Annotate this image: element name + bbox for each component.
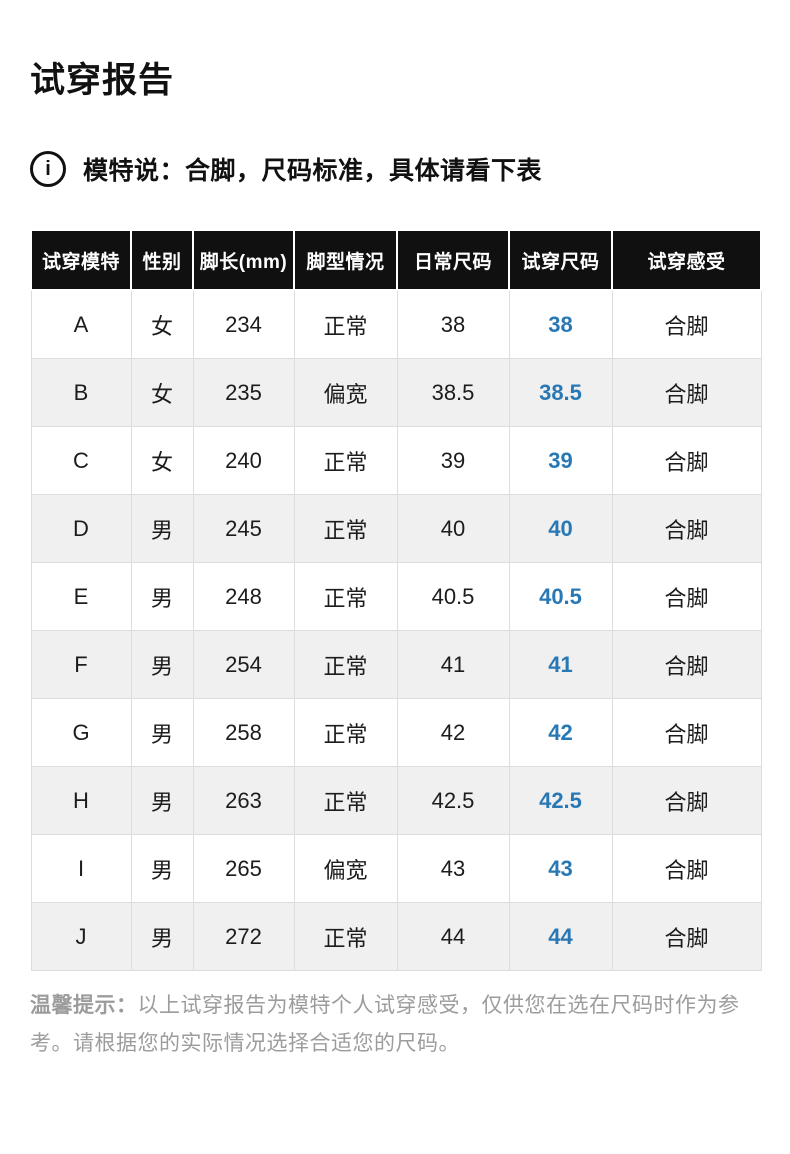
table-row: B 女 235 偏宽 38.5 38.5 合脚 — [30, 358, 762, 427]
cell-tried-size: 39 — [508, 426, 613, 495]
cell-foot-type: 正常 — [293, 630, 398, 699]
table-row: I 男 265 偏宽 43 43 合脚 — [30, 834, 762, 903]
fitting-report-table: 试穿模特 性别 脚长(mm) 脚型情况 日常尺码 试穿尺码 试穿感受 A 女 234 正常 38 38… — [30, 229, 762, 971]
cell-gender: 男 — [130, 630, 194, 699]
cell-foot-type: 正常 — [293, 426, 398, 495]
table-row: J 男 272 正常 44 44 合脚 — [30, 902, 762, 971]
cell-foot-type: 正常 — [293, 289, 398, 359]
cell-foot-length: 235 — [192, 358, 295, 427]
cell-foot-type: 偏宽 — [293, 834, 398, 903]
cell-daily-size: 42.5 — [396, 766, 510, 835]
cell-foot-type: 偏宽 — [293, 358, 398, 427]
model-notice: i 模特说：合脚，尺码标准，具体请看下表 — [30, 151, 760, 187]
cell-model: H — [30, 766, 132, 835]
cell-daily-size: 39 — [396, 426, 510, 495]
fitting-report-section: 试穿报告 i 模特说：合脚，尺码标准，具体请看下表 试穿模特 性别 脚长(mm) 脚型… — [0, 52, 790, 1063]
cell-tried-size: 40 — [508, 494, 613, 563]
cell-foot-type: 正常 — [293, 494, 398, 563]
cell-gender: 男 — [130, 698, 194, 767]
cell-model: B — [30, 358, 132, 427]
cell-model: A — [30, 289, 132, 359]
column-header: 试穿模特 — [30, 229, 132, 291]
column-header: 日常尺码 — [396, 229, 510, 291]
cell-feel: 合脚 — [611, 358, 762, 427]
cell-foot-length: 245 — [192, 494, 295, 563]
cell-feel: 合脚 — [611, 426, 762, 495]
cell-daily-size: 38.5 — [396, 358, 510, 427]
cell-gender: 女 — [130, 426, 194, 495]
cell-daily-size: 41 — [396, 630, 510, 699]
cell-model: G — [30, 698, 132, 767]
cell-feel: 合脚 — [611, 902, 762, 971]
cell-foot-length: 265 — [192, 834, 295, 903]
table-row: F 男 254 正常 41 41 合脚 — [30, 630, 762, 699]
column-header: 试穿感受 — [611, 229, 762, 291]
cell-model: J — [30, 902, 132, 971]
info-circle-icon: i — [30, 151, 66, 187]
cell-feel: 合脚 — [611, 698, 762, 767]
cell-foot-length: 240 — [192, 426, 295, 495]
cell-daily-size: 40 — [396, 494, 510, 563]
cell-tried-size: 43 — [508, 834, 613, 903]
cell-gender: 女 — [130, 358, 194, 427]
cell-foot-type: 正常 — [293, 766, 398, 835]
cell-tried-size: 38.5 — [508, 358, 613, 427]
cell-daily-size: 42 — [396, 698, 510, 767]
cell-foot-length: 254 — [192, 630, 295, 699]
table-row: G 男 258 正常 42 42 合脚 — [30, 698, 762, 767]
cell-daily-size: 40.5 — [396, 562, 510, 631]
cell-foot-length: 234 — [192, 289, 295, 359]
cell-foot-length: 263 — [192, 766, 295, 835]
cell-daily-size: 43 — [396, 834, 510, 903]
cell-feel: 合脚 — [611, 562, 762, 631]
cell-foot-type: 正常 — [293, 902, 398, 971]
table-row: D 男 245 正常 40 40 合脚 — [30, 494, 762, 563]
cell-foot-length: 272 — [192, 902, 295, 971]
cell-gender: 男 — [130, 494, 194, 563]
cell-feel: 合脚 — [611, 289, 762, 359]
cell-gender: 男 — [130, 562, 194, 631]
cell-model: C — [30, 426, 132, 495]
cell-daily-size: 38 — [396, 289, 510, 359]
page-title: 试穿报告 — [30, 61, 175, 100]
cell-model: D — [30, 494, 132, 563]
cell-tried-size: 38 — [508, 289, 613, 359]
column-header: 试穿尺码 — [508, 229, 613, 291]
cell-feel: 合脚 — [611, 494, 762, 563]
fit-table-header-row: 试穿模特 性别 脚长(mm) 脚型情况 日常尺码 试穿尺码 试穿感受 — [30, 229, 762, 291]
column-header: 脚长(mm) — [192, 229, 295, 291]
cell-model: F — [30, 630, 132, 699]
table-row: E 男 248 正常 40.5 40.5 合脚 — [30, 562, 762, 631]
cell-feel: 合脚 — [611, 766, 762, 835]
cell-feel: 合脚 — [611, 834, 762, 903]
cell-foot-type: 正常 — [293, 562, 398, 631]
fit-table-body: A 女 234 正常 38 38 合脚 B 女 235 偏宽 38.5 38.5 合脚 C 女 240 正常 39 3… — [30, 289, 762, 971]
cell-feel: 合脚 — [611, 630, 762, 699]
cell-foot-length: 248 — [192, 562, 295, 631]
cell-gender: 女 — [130, 289, 194, 359]
footer-note: 温馨提示：以上试穿报告为模特个人试穿感受，仅供您在选在尺码时作为参考。请根据您的… — [30, 987, 762, 1063]
cell-model: E — [30, 562, 132, 631]
footer-note-text: 以上试穿报告为模特个人试穿感受，仅供您在选在尺码时作为参考。请根据您的实际情况选… — [30, 994, 740, 1055]
cell-tried-size: 40.5 — [508, 562, 613, 631]
cell-tried-size: 42 — [508, 698, 613, 767]
model-notice-text: 模特说：合脚，尺码标准，具体请看下表 — [83, 157, 543, 185]
cell-foot-type: 正常 — [293, 698, 398, 767]
cell-daily-size: 44 — [396, 902, 510, 971]
cell-tried-size: 42.5 — [508, 766, 613, 835]
cell-gender: 男 — [130, 902, 194, 971]
cell-tried-size: 44 — [508, 902, 613, 971]
cell-gender: 男 — [130, 834, 194, 903]
table-row: A 女 234 正常 38 38 合脚 — [30, 289, 762, 359]
column-header: 性别 — [130, 229, 194, 291]
table-row: H 男 263 正常 42.5 42.5 合脚 — [30, 766, 762, 835]
cell-gender: 男 — [130, 766, 194, 835]
table-row: C 女 240 正常 39 39 合脚 — [30, 426, 762, 495]
column-header: 脚型情况 — [293, 229, 398, 291]
cell-model: I — [30, 834, 132, 903]
cell-foot-length: 258 — [192, 698, 295, 767]
cell-tried-size: 41 — [508, 630, 613, 699]
footer-note-label: 温馨提示： — [30, 994, 138, 1017]
